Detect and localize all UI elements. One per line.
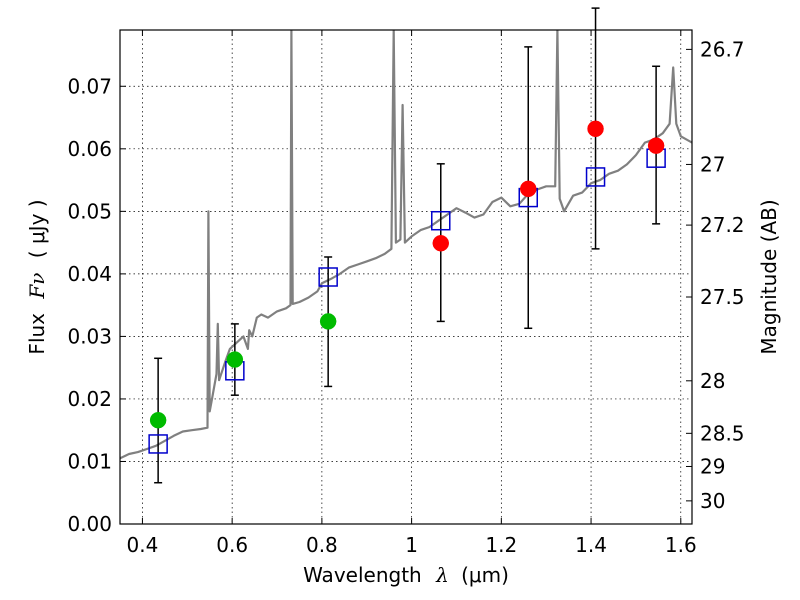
- y-axis-label: Flux: [25, 313, 49, 355]
- grid: [120, 30, 692, 525]
- x-axis-title: Wavelength λ (μm): [303, 563, 509, 587]
- y-axis-title: Flux Fν ( μJy ): [25, 199, 49, 354]
- observed-point: [149, 411, 167, 429]
- y-tick-label: 0.00: [67, 512, 112, 536]
- y-axis-unit: ( μJy ): [25, 199, 49, 258]
- right-tick-label: 30: [700, 489, 725, 513]
- right-tick-label: 29: [700, 454, 725, 478]
- x-tick-label: 1: [405, 533, 418, 557]
- x-axis-unit: (μm): [461, 563, 509, 587]
- x-axis-symbol: λ: [435, 563, 449, 587]
- x-tick-label: 1.6: [665, 533, 697, 557]
- model-photometry-square: [318, 267, 338, 287]
- right-tick-label: 27.5: [700, 285, 745, 309]
- y-tick-label: 0.06: [67, 137, 112, 161]
- markers: [148, 7, 666, 484]
- y-tick-label: 0.04: [67, 262, 112, 286]
- observed-point: [319, 313, 337, 330]
- right-tick-label: 27: [700, 152, 725, 176]
- ticks: 0.4 0.6 0.8 1 1.2 1.4 1.6 0.00 0.01 0.02 0.03 0.04 0…: [67, 30, 745, 557]
- y-tick-label: 0.02: [67, 387, 112, 411]
- x-tick-label: 0.8: [306, 533, 338, 557]
- y-tick-label: 0.07: [67, 74, 112, 98]
- x-tick-label: 0.4: [127, 533, 159, 557]
- model-photometry-square: [585, 167, 606, 187]
- x-axis-label: Wavelength: [303, 563, 422, 587]
- model-photometry-square: [148, 434, 168, 454]
- plot-frame: [119, 29, 693, 525]
- x-tick-label: 1.4: [575, 533, 607, 557]
- plot-area: [120, 30, 692, 460]
- observed-point: [226, 351, 244, 368]
- y-tick-label: 0.01: [67, 449, 112, 473]
- right-tick-label: 27.2: [700, 213, 745, 237]
- observed-point: [647, 137, 665, 154]
- x-tick-label: 1.2: [485, 533, 517, 557]
- right-axis-title: Magnitude (AB): [757, 199, 781, 354]
- model-photometry-square: [431, 210, 451, 231]
- right-tick-label: 26.7: [700, 37, 745, 61]
- x-tick-label: 0.6: [216, 533, 248, 557]
- observed-point: [432, 234, 450, 252]
- observed-point: [520, 180, 537, 198]
- y-axis-symbol: Fν: [25, 273, 49, 300]
- model-spectrum-line: [120, 30, 692, 460]
- observed-point: [587, 120, 604, 138]
- right-tick-label: 28.5: [700, 421, 745, 445]
- right-tick-label: 28: [700, 369, 725, 393]
- y-tick-label: 0.05: [67, 199, 112, 223]
- y-tick-label: 0.03: [67, 324, 112, 348]
